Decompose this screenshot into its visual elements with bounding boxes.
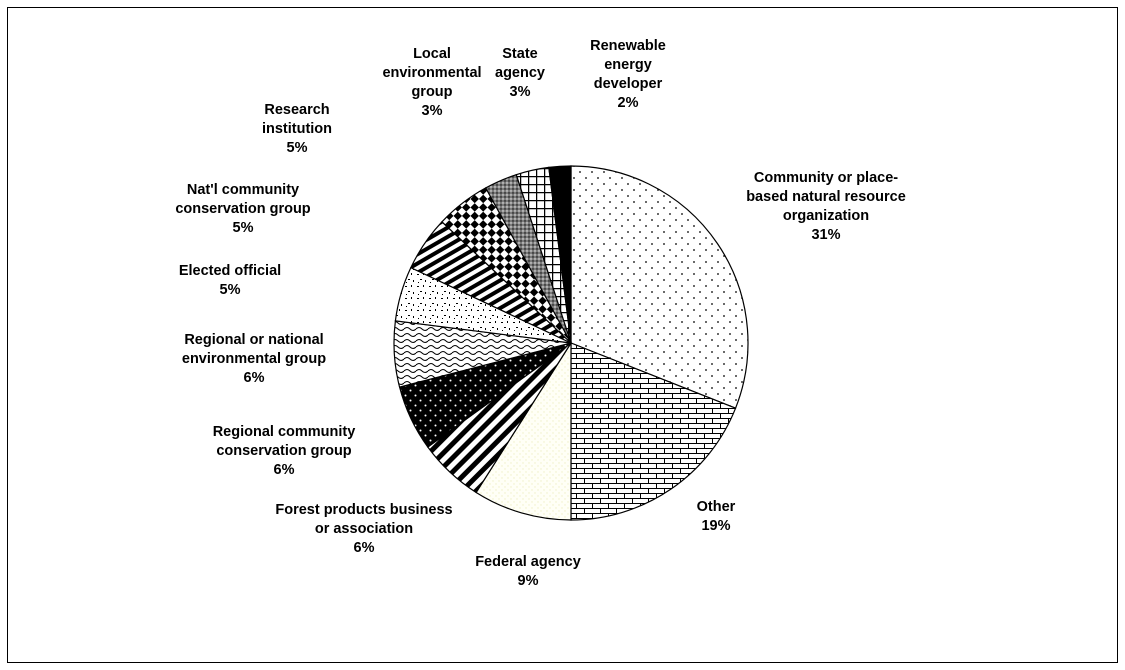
label-percent: 19%	[701, 518, 730, 534]
label-percent: 6%	[354, 540, 375, 556]
data-label-nat-l-community-conservation-group: Nat'l community conservation group 5%	[175, 182, 310, 236]
data-label-state-agency: State agency 3%	[495, 46, 545, 100]
label-line: Elected official	[179, 263, 281, 279]
label-line: Regional community	[213, 424, 356, 440]
label-line: agency	[495, 65, 545, 81]
pie-slice-federal-agency	[475, 340, 572, 521]
label-line: Local	[413, 46, 451, 62]
data-label-research-institution: Research institution 5%	[262, 102, 332, 156]
pie-chart: Community or place-based natural resourc…	[175, 38, 906, 589]
label-line: organization	[783, 208, 869, 224]
label-line: energy	[604, 57, 652, 73]
label-percent: 3%	[510, 84, 531, 100]
chart-frame: Community or place-based natural resourc…	[7, 7, 1118, 663]
label-percent: 6%	[244, 370, 265, 386]
label-line: Renewable	[590, 38, 666, 54]
data-label-community-or-place-based-natural-resource-organization: Community or place-based natural resourc…	[746, 170, 906, 243]
label-percent: 6%	[274, 462, 295, 478]
label-percent: 5%	[233, 220, 254, 236]
data-label-renewable-energy-developer: Renewable energy developer 2%	[590, 38, 666, 111]
data-label-regional-or-national-environmental-group: Regional or national environmental group 6…	[182, 332, 326, 386]
data-label-local-environmental-group: Local environmental group 3%	[382, 46, 481, 119]
label-line: Regional or national	[184, 332, 323, 348]
label-line: State	[502, 46, 537, 62]
label-line: Forest products business	[275, 502, 452, 518]
data-label-regional-community-conservation-group: Regional community conservation group 6%	[213, 424, 356, 478]
label-line: Federal agency	[475, 554, 581, 570]
pie-slice-community-or-place-based-natural-resource-organization	[570, 165, 749, 409]
label-percent: 31%	[811, 227, 840, 243]
label-line: developer	[594, 76, 663, 92]
label-line: conservation group	[175, 201, 310, 217]
label-line: Community or place-	[754, 170, 898, 186]
label-line: or association	[315, 521, 413, 537]
label-percent: 5%	[287, 140, 308, 156]
data-label-other: Other 19%	[697, 499, 736, 534]
label-percent: 2%	[618, 95, 639, 111]
pie-slice-other	[570, 342, 737, 521]
label-line: Research	[264, 102, 329, 118]
label-line: group	[411, 84, 452, 100]
label-percent: 9%	[518, 573, 539, 589]
label-percent: 5%	[220, 282, 241, 298]
data-label-federal-agency: Federal agency 9%	[475, 554, 581, 589]
label-line: Other	[697, 499, 736, 515]
data-label-forest-products-business-or-association: Forest products business or association 6%	[275, 502, 452, 556]
label-line: institution	[262, 121, 332, 137]
label-line: environmental	[382, 65, 481, 81]
label-line: Nat'l community	[187, 182, 299, 198]
label-line: based natural resource	[746, 189, 906, 205]
pie-slice-renewable-energy-developer	[548, 165, 572, 344]
label-line: environmental group	[182, 351, 326, 367]
data-label-elected-official: Elected official 5%	[179, 263, 281, 298]
label-percent: 3%	[422, 103, 443, 119]
label-line: conservation group	[216, 443, 351, 459]
